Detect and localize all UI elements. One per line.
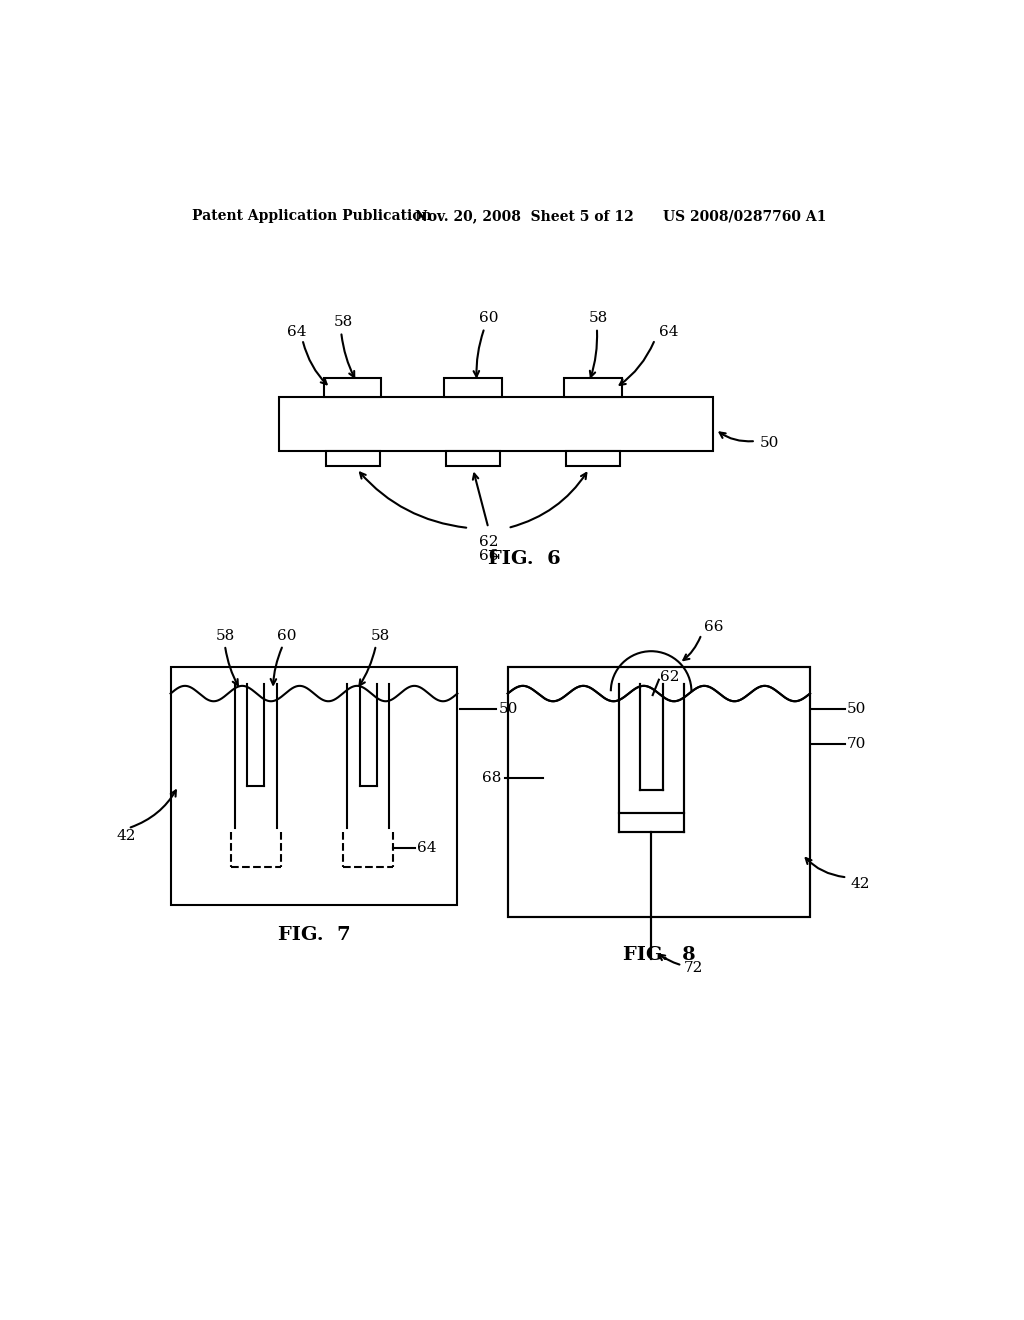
Polygon shape <box>324 378 381 397</box>
Text: 66: 66 <box>478 549 498 562</box>
Text: 50: 50 <box>760 437 779 450</box>
Text: 62: 62 <box>478 535 498 549</box>
Polygon shape <box>566 451 621 466</box>
Text: 64: 64 <box>417 841 436 854</box>
Text: FIG.  7: FIG. 7 <box>278 925 350 944</box>
Polygon shape <box>445 451 500 466</box>
Polygon shape <box>444 378 502 397</box>
Text: 60: 60 <box>479 310 499 325</box>
Text: 50: 50 <box>499 702 518 715</box>
Polygon shape <box>280 397 713 451</box>
Text: 70: 70 <box>847 737 866 751</box>
Text: 72: 72 <box>684 961 703 975</box>
Text: Patent Application Publication: Patent Application Publication <box>191 209 431 223</box>
Polygon shape <box>508 693 651 917</box>
Text: 58: 58 <box>589 310 608 325</box>
Polygon shape <box>564 378 622 397</box>
Text: 62: 62 <box>660 671 680 684</box>
Text: Nov. 20, 2008  Sheet 5 of 12: Nov. 20, 2008 Sheet 5 of 12 <box>415 209 634 223</box>
Text: 66: 66 <box>703 619 723 634</box>
Text: 58: 58 <box>216 628 234 643</box>
Text: US 2008/0287760 A1: US 2008/0287760 A1 <box>663 209 826 223</box>
Text: 58: 58 <box>371 628 390 643</box>
Polygon shape <box>171 667 458 906</box>
Polygon shape <box>651 693 810 917</box>
Text: FIG.  8: FIG. 8 <box>623 946 695 965</box>
Text: 68: 68 <box>482 771 502 785</box>
Text: 42: 42 <box>850 876 869 891</box>
Text: 64: 64 <box>287 325 306 339</box>
Polygon shape <box>326 451 380 466</box>
Text: 58: 58 <box>334 315 352 330</box>
Text: 42: 42 <box>117 829 136 843</box>
Polygon shape <box>508 667 810 917</box>
Text: 50: 50 <box>847 702 866 715</box>
Text: 60: 60 <box>276 628 296 643</box>
Text: FIG.  6: FIG. 6 <box>488 550 561 568</box>
Text: 64: 64 <box>658 325 678 339</box>
